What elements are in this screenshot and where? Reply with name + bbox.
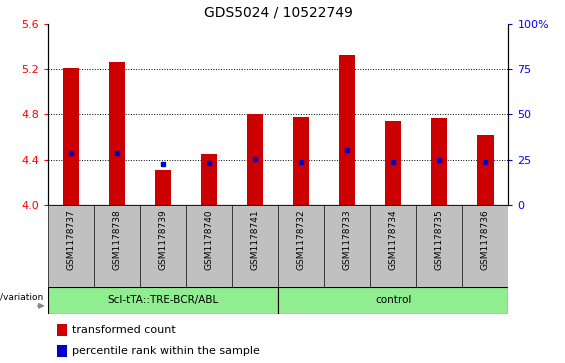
Bar [247, 114, 263, 205]
Bar [57, 324, 67, 336]
Text: GSM1178735: GSM1178735 [435, 209, 444, 270]
Bar [48, 205, 508, 287]
Bar [48, 287, 278, 314]
Text: genotype/variation: genotype/variation [0, 293, 44, 302]
Text: GSM1178741: GSM1178741 [251, 209, 260, 270]
Text: control: control [375, 295, 411, 305]
Text: GSM1178738: GSM1178738 [112, 209, 121, 270]
Text: GSM1178740: GSM1178740 [205, 209, 214, 270]
Bar [431, 118, 447, 205]
Bar [57, 344, 67, 357]
Title: GDS5024 / 10522749: GDS5024 / 10522749 [204, 6, 353, 20]
Bar [155, 170, 171, 205]
Text: GSM1178732: GSM1178732 [297, 209, 306, 270]
Bar [63, 68, 79, 205]
Bar [339, 55, 355, 205]
Text: GSM1178739: GSM1178739 [159, 209, 168, 270]
Text: transformed count: transformed count [72, 325, 176, 335]
Text: GSM1178737: GSM1178737 [67, 209, 76, 270]
Text: GSM1178733: GSM1178733 [343, 209, 352, 270]
Text: GSM1178734: GSM1178734 [389, 209, 398, 270]
Bar [201, 154, 218, 205]
Bar [385, 121, 402, 205]
Bar [293, 117, 310, 205]
Text: ScI-tTA::TRE-BCR/ABL: ScI-tTA::TRE-BCR/ABL [107, 295, 219, 305]
Bar [477, 135, 494, 205]
Bar [278, 287, 508, 314]
Text: GSM1178736: GSM1178736 [481, 209, 490, 270]
Bar [109, 62, 125, 205]
Text: percentile rank within the sample: percentile rank within the sample [72, 346, 260, 356]
